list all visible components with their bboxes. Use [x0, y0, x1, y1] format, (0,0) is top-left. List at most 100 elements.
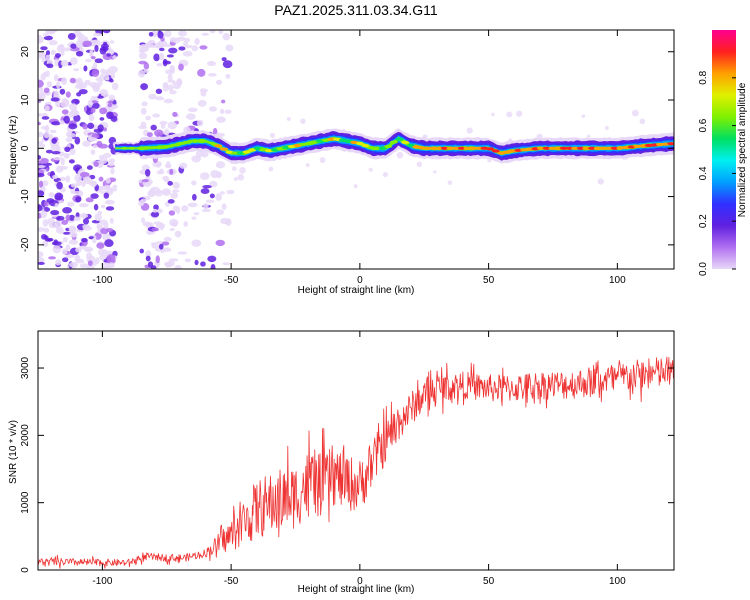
noise-blob [382, 172, 388, 178]
noise-blob [73, 216, 81, 222]
snr-y-ticks: 0 1000 2000 3000 [20, 356, 674, 573]
signal-core [565, 146, 574, 150]
noise-blob [41, 57, 46, 63]
noise-blob [44, 105, 50, 112]
noise-blob [156, 62, 163, 67]
noise-blob [68, 261, 79, 268]
noise-blob [54, 192, 64, 201]
spectrogram-frame [37, 29, 675, 270]
noise-blob [59, 166, 69, 170]
noise-blob [88, 113, 95, 122]
noise-blob [90, 149, 96, 155]
noise-blob [82, 217, 90, 225]
noise-blob [137, 69, 146, 78]
noise-blob [99, 107, 108, 115]
noise-blob [68, 225, 77, 232]
noise-blob [45, 54, 51, 61]
noise-blob [141, 101, 148, 107]
noise-blob [38, 34, 42, 39]
noise-blob [42, 240, 49, 247]
noise-blob [187, 107, 198, 113]
noise-blob [168, 210, 176, 216]
noise-blob [147, 190, 156, 198]
noise-blob [99, 89, 108, 96]
noise-blob [38, 131, 44, 138]
noise-blob [38, 164, 46, 169]
noise-blob [40, 46, 48, 51]
noise-blob [97, 248, 105, 257]
noise-blob [99, 156, 108, 164]
noise-blob [62, 257, 69, 263]
signal-core [440, 146, 449, 150]
noise-blob [87, 260, 93, 267]
noise-blob [67, 201, 75, 207]
noise-blob [86, 265, 96, 269]
noise-blob [90, 193, 99, 199]
noise-blob [48, 256, 57, 260]
x-tick-label: 0 [357, 576, 363, 587]
noise-blob [90, 100, 99, 104]
noise-blob [140, 83, 149, 91]
snr-panel: -100 -50 0 50 100 0 1000 2000 3000 Height of st… [8, 330, 675, 595]
noise-blob [40, 210, 48, 219]
noise-blob [93, 32, 102, 37]
noise-blob [179, 162, 188, 169]
signal-core [248, 148, 257, 152]
noise-blob [65, 254, 75, 258]
noise-blob [166, 54, 174, 58]
noise-blob [231, 166, 237, 171]
noise-blob [103, 192, 110, 199]
noise-blob [138, 52, 148, 60]
noise-blob [75, 196, 82, 203]
noise-blob [108, 66, 118, 74]
noise-blob [94, 44, 99, 53]
noise-blob [140, 217, 146, 224]
x-tick-label: -50 [224, 275, 239, 286]
noise-blob [220, 217, 229, 225]
noise-blob [83, 176, 92, 184]
noise-blob [65, 137, 73, 143]
noise-blob [221, 57, 227, 62]
noise-blob [54, 202, 59, 208]
noise-blob [58, 227, 64, 235]
noise-blob [49, 129, 57, 134]
noise-blob [82, 40, 92, 47]
signal-core [219, 147, 228, 151]
signal-core [401, 140, 410, 145]
noise-blob [100, 68, 106, 74]
signal-core [554, 146, 563, 150]
noise-blob [55, 259, 62, 266]
noise-blob [82, 123, 88, 130]
noise-blob [38, 86, 44, 92]
x-tick-label: 50 [483, 576, 495, 587]
noise-blob [164, 163, 172, 169]
noise-blob [39, 51, 44, 58]
noise-blob [140, 121, 147, 128]
noise-blob [79, 171, 90, 178]
noise-blob [43, 87, 50, 94]
noise-blob [224, 109, 232, 114]
noise-blob [56, 215, 65, 221]
noise-blob [169, 228, 176, 232]
noise-blob [110, 71, 116, 79]
noise-blob [48, 39, 58, 46]
noise-blob [269, 132, 275, 138]
noise-blob [138, 49, 146, 53]
noise-blob [102, 127, 107, 132]
noise-blob [85, 252, 93, 260]
noise-blob [110, 115, 118, 122]
noise-blob [154, 129, 164, 137]
noise-blob [155, 96, 165, 101]
noise-blob [52, 174, 59, 179]
snr-x-label: Height of straight line (km) [298, 584, 415, 595]
noise-blob [50, 49, 56, 56]
y-tick-label: 1000 [20, 491, 31, 514]
noise-blob [639, 118, 646, 125]
noise-blob [61, 248, 68, 255]
noise-blob [75, 247, 82, 253]
noise-blob [65, 214, 71, 222]
noise-blob [209, 193, 215, 199]
colorbar-tick-label: 0.6 [698, 118, 709, 132]
noise-blob [172, 81, 177, 86]
noise-blob [169, 37, 177, 43]
